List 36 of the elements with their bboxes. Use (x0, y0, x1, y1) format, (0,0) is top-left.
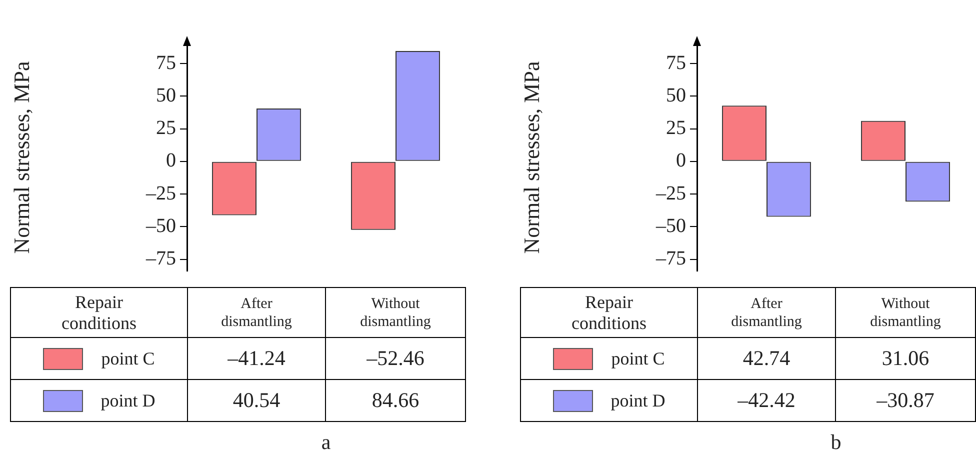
y-tick-label: –25 (145, 182, 176, 204)
y-axis-title: Normal stresses, MPa (518, 61, 544, 254)
y-tick-label: –75 (655, 248, 686, 270)
data-label: 42.74 (698, 338, 836, 380)
category-label: Without dismantling (360, 296, 431, 330)
y-tick-label: 75 (156, 52, 176, 74)
y-tick-label: 0 (676, 150, 686, 172)
y-tick-label: 75 (666, 52, 686, 74)
y-tick-label: 50 (156, 84, 176, 106)
y-tick-label: 0 (166, 150, 176, 172)
data-label: 31.06 (836, 338, 976, 380)
data-label: 84.66 (326, 380, 466, 422)
data-label: –42.42 (698, 380, 836, 422)
y-tick-label: 25 (666, 117, 686, 140)
y-tick-label: –25 (655, 182, 686, 204)
legend-title: Repair conditions (520, 288, 698, 338)
legend-label: point D (610, 390, 666, 410)
y-axis-title: Normal stresses, MPa (8, 61, 34, 254)
legend-label: point D (100, 390, 156, 410)
data-label: 40.54 (188, 380, 326, 422)
category-label: After dismantling (731, 296, 802, 330)
data-label: –30.87 (836, 380, 976, 422)
y-tick-label: –50 (655, 214, 686, 237)
data-label: –41.24 (188, 338, 326, 380)
text: b (830, 430, 842, 455)
legend-label: point C (101, 348, 155, 368)
legend-title: Repair conditions (10, 288, 188, 338)
y-tick-label: 25 (156, 117, 176, 140)
data-label: –52.46 (326, 338, 466, 380)
category-label: After dismantling (221, 296, 292, 330)
y-tick-label: 50 (666, 84, 686, 106)
y-tick-label: –75 (145, 248, 176, 270)
y-tick-label: –50 (145, 214, 176, 237)
category-label: Without dismantling (870, 296, 941, 330)
legend-label: point C (611, 348, 665, 368)
text: a (320, 430, 332, 455)
